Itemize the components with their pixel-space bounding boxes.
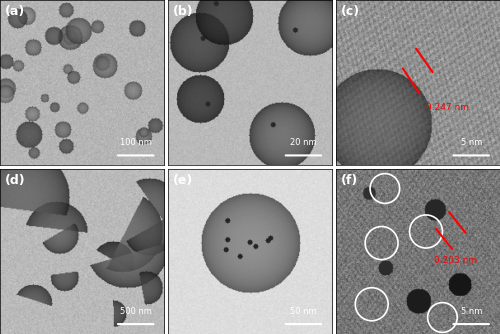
Text: (f): (f)	[340, 174, 357, 187]
Text: (d): (d)	[5, 174, 25, 187]
Text: 500 nm: 500 nm	[120, 307, 152, 316]
Text: 20 nm: 20 nm	[290, 138, 317, 147]
Text: (a): (a)	[5, 5, 25, 18]
Text: 100 nm: 100 nm	[120, 138, 152, 147]
Text: 5 nm: 5 nm	[460, 138, 482, 147]
Text: 50 nm: 50 nm	[290, 307, 317, 316]
Text: (e): (e)	[172, 174, 193, 187]
Text: (b): (b)	[172, 5, 194, 18]
Text: 0.203 nm: 0.203 nm	[434, 256, 478, 265]
Text: 0.247 nm: 0.247 nm	[426, 103, 469, 112]
Text: 5 nm: 5 nm	[460, 307, 482, 316]
Text: (c): (c)	[340, 5, 359, 18]
